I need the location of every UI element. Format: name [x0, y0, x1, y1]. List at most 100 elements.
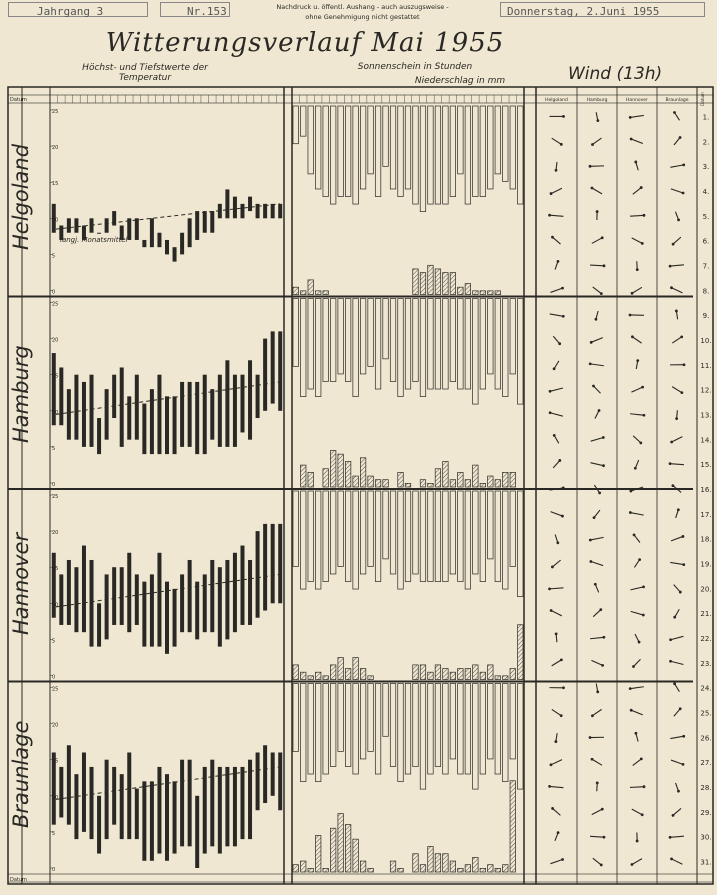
wind-arrow [674, 608, 680, 618]
sunshine-bar [367, 490, 374, 567]
wind-arrow [552, 236, 561, 245]
temp-bar [104, 218, 109, 233]
wind-arrow-head [548, 587, 551, 591]
wind-day-number: 22. [700, 635, 711, 643]
temp-bar [127, 752, 132, 840]
temp-bar [104, 759, 109, 840]
temp-tick-label: 20 [52, 723, 58, 729]
wind-arrow-head [548, 213, 551, 217]
wind-arrow [554, 261, 559, 270]
sunshine-bar [442, 105, 449, 205]
wind-arrow [675, 310, 679, 320]
temp-bar [81, 225, 86, 240]
temp-bar [112, 567, 117, 625]
temp-bar [180, 759, 185, 847]
wind-arrow [593, 509, 601, 518]
wind-arrow-head [682, 363, 686, 367]
temp-bar [270, 752, 275, 796]
wind-arrow [670, 535, 684, 542]
temp-tick-label: 20 [52, 338, 58, 344]
wind-day-number: 31. [700, 859, 711, 867]
wind-arrow [629, 786, 645, 788]
wind-arrow [670, 635, 684, 641]
temp-bar [248, 196, 253, 212]
wind-arrow-head [551, 807, 554, 810]
wind-arrow [549, 587, 564, 590]
wind-arrow [671, 436, 683, 443]
wind-arrow [672, 336, 682, 344]
precip-bar [315, 290, 322, 295]
temp-bar [225, 766, 230, 847]
wind-arrow-head [678, 707, 682, 711]
wind-arrow [630, 686, 644, 690]
wind-arrow-head [548, 389, 552, 393]
precip-bar [427, 671, 434, 680]
temp-tick-label: 20 [52, 530, 58, 536]
temp-bar [81, 381, 86, 447]
temp-bar [217, 374, 222, 447]
wind-arrow [632, 187, 642, 195]
precip-bar [494, 675, 501, 680]
wind-arrow [591, 187, 603, 195]
precip-bar [397, 472, 404, 488]
temp-bar [89, 374, 94, 447]
sunshine-bar [360, 490, 367, 575]
wind-arrow [670, 759, 684, 765]
precip-bar [292, 664, 299, 680]
wind-arrow-head [669, 659, 672, 663]
temp-bar [270, 331, 275, 404]
precip-bar [434, 853, 442, 873]
temp-bar [149, 389, 154, 455]
precip-bar [345, 461, 352, 488]
sunshine-bar [457, 490, 464, 582]
mean-legend: langj. Monatsmittel [60, 236, 128, 244]
precip-bar [330, 827, 337, 873]
wind-arrow-head [671, 484, 675, 488]
temp-bar [89, 218, 94, 233]
temp-tick-label: 0 [52, 867, 55, 873]
wind-arrow [554, 534, 559, 543]
copyright-notice: Nachdruck u. öffentl. Aushang - auch aus… [230, 2, 495, 22]
temp-bar [112, 211, 117, 226]
wind-arrow-head [630, 291, 634, 295]
temp-bar [202, 374, 207, 455]
temp-bar [59, 225, 64, 240]
wind-day-number: 30. [700, 834, 711, 842]
temp-tick-label: 5 [52, 638, 55, 644]
wind-day-number: 25. [700, 710, 711, 718]
wind-arrow [632, 758, 642, 766]
wind-arrow [630, 138, 644, 145]
wind-arrow-head [554, 168, 558, 172]
wind-arrow-head [602, 464, 605, 468]
sunshine-bar [307, 683, 314, 775]
precip-bar [412, 268, 419, 295]
wind-arrow-head [596, 119, 600, 122]
wind-arrow-head [680, 335, 684, 339]
wind-arrow [673, 708, 681, 717]
wind-arrow-head [637, 640, 641, 644]
wind-arrow [593, 484, 601, 494]
temp-bar [157, 552, 162, 647]
precip-bar [307, 279, 314, 295]
precip-bar [412, 853, 419, 873]
wind-arrow [590, 835, 604, 838]
wind-arrow-head [554, 740, 558, 743]
wind-arrow-head [602, 264, 606, 268]
wind-arrow-head [639, 186, 643, 189]
sunshine-bar [367, 683, 374, 752]
header-date: Donnerstag, 2.Juni 1955 [500, 2, 705, 18]
sunshine-bar [434, 105, 442, 205]
wind-day-number: 11. [700, 362, 711, 370]
temp-tick-label: 0 [52, 482, 55, 488]
wind-arrow-head [629, 137, 633, 141]
precip-bar [345, 824, 352, 873]
wind-arrow [670, 660, 684, 666]
wind-arrow-head [681, 535, 685, 538]
wind-arrow [555, 633, 558, 643]
wind-arrow [550, 610, 563, 617]
precip-bar [352, 657, 359, 680]
wind-arrow [593, 385, 601, 394]
wind-day-number: 7. [703, 262, 710, 270]
precip-bar [449, 479, 456, 488]
wind-arrow-head [680, 391, 684, 395]
